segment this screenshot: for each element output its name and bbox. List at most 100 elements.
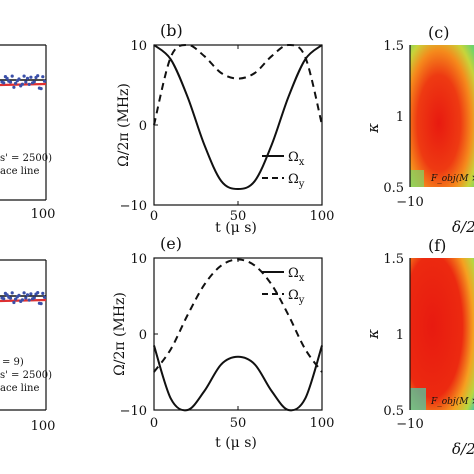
panel-f-corner-glow <box>410 388 426 410</box>
panel-b-ytick-10: 10 <box>130 39 147 54</box>
panel-d-data-point <box>22 291 26 295</box>
panel-b-xtick-0: 0 <box>150 209 158 224</box>
panel-f-xtick-minus10: −10 <box>396 417 423 432</box>
panel-a-data-point <box>41 75 45 79</box>
panel-f: (f) 1.5 1 0.5 κ −10 δ/2 F_obj(M × <box>364 236 474 458</box>
panel-d-legend-line2: s' = 2500) <box>0 370 52 381</box>
panel-e-ytick-minus10: −10 <box>120 404 147 419</box>
panel-c-label: (c) <box>428 23 449 42</box>
panel-e-legend-omega-x: Ωx <box>288 266 305 284</box>
panel-a-data-point <box>24 80 28 84</box>
panel-b-legend-omega-y: Ωy <box>288 172 305 190</box>
panel-c-annotation: F_obj(M × <box>430 173 474 184</box>
panel-b-ytick-0: 0 <box>139 119 147 134</box>
panel-e-xtick-0: 0 <box>150 416 158 431</box>
panel-f-label: (f) <box>428 236 446 255</box>
panel-a-scatter <box>0 74 47 91</box>
panel-d-data-point <box>5 293 9 297</box>
panel-d-data-point <box>2 297 6 301</box>
panel-a-xtick-100: 100 <box>31 207 56 222</box>
panel-b-series-omega-x <box>153 44 323 191</box>
panel-b-series-omega-y <box>153 43 323 126</box>
panel-a-data-point <box>8 80 13 84</box>
panel-c-heatmap <box>410 45 474 187</box>
panel-c-xtick-minus10: −10 <box>396 195 423 210</box>
panel-b-xtick-100: 100 <box>310 209 335 224</box>
panel-b-xtick-50: 50 <box>230 209 247 224</box>
panel-a-data-point <box>12 85 16 89</box>
panel-b-ylabel: Ω/2π (MHz) <box>116 83 132 167</box>
panel-d-data-point <box>41 291 45 295</box>
panel-f-xlabel: δ/2 <box>452 440 474 458</box>
panel-a-legend-line1: s' = 2500) <box>0 153 52 164</box>
panel-e-xtick-50: 50 <box>230 416 247 431</box>
panel-a-data-point <box>36 74 40 78</box>
panel-d-data-point <box>17 293 21 297</box>
panel-b: (b) t (μ s) Ω/2π (MHz) 0 50 100 10 0 −10… <box>116 21 334 236</box>
panel-f-ytick-1.5: 1.5 <box>383 252 404 267</box>
panel-d-data-point <box>12 300 16 305</box>
panel-a-data-point <box>22 74 26 78</box>
panel-d-data-point <box>39 302 43 306</box>
panel-d-data-point <box>10 291 14 295</box>
panel-a-data-point <box>10 74 14 78</box>
panel-c-ylabel: κ <box>364 123 382 134</box>
panel-a-partial: s' = 2500) ace line 100 <box>0 44 56 222</box>
panel-c-corner-glow <box>410 170 424 187</box>
panel-e-series-omega-x <box>153 345 323 412</box>
panel-d-legend-line1: = 9) <box>2 357 24 368</box>
panel-c: (c) 1.5 1 0.5 κ −10 δ/2 F_obj(M × <box>364 23 474 236</box>
panel-d-data-point <box>24 296 28 300</box>
panel-e-legend: Ωx Ωy <box>262 266 305 306</box>
panel-d-data-point <box>29 292 33 296</box>
panel-a-data-point <box>39 87 43 91</box>
panel-d-legend-line3: ace line <box>0 383 39 394</box>
panel-e-series-omega-y <box>153 258 323 373</box>
panel-a-data-point <box>2 81 6 85</box>
panel-d-xtick-100: 100 <box>31 419 56 434</box>
panel-a-data-point <box>17 77 21 81</box>
panel-f-ytick-0.5: 0.5 <box>383 404 404 419</box>
panel-a-legend-line2: ace line <box>0 166 39 177</box>
panel-a-data-point <box>29 75 33 79</box>
panel-e-legend-omega-y: Ωy <box>288 288 305 306</box>
panel-e-xlabel: t (μ s) <box>215 435 257 451</box>
panel-c-xlabel: δ/2 <box>452 218 474 236</box>
panel-f-ytick-1: 1 <box>396 328 404 343</box>
panel-a-data-point <box>25 76 30 80</box>
panel-f-annotation: F_obj(M × <box>430 396 474 407</box>
panel-e-ytick-10: 10 <box>130 252 147 267</box>
panel-b-partial: = 9) s' = 2500) ace line 100 <box>0 259 56 434</box>
panel-a-data-point <box>5 76 9 80</box>
panel-e-plot <box>153 257 323 412</box>
panel-e-xtick-100: 100 <box>310 416 335 431</box>
panel-b-legend: Ωx Ωy <box>262 150 305 190</box>
panel-d-data-point <box>32 296 36 300</box>
panel-a-data-point <box>20 82 24 86</box>
panel-e-ylabel: Ω/2π (MHz) <box>112 292 128 376</box>
panel-f-ylabel: κ <box>364 329 382 340</box>
panel-d-data-point <box>25 293 30 297</box>
panel-e-ytick-0: 0 <box>139 328 147 343</box>
panel-d-data-point <box>20 298 24 302</box>
panel-d-data-point <box>14 297 18 301</box>
panel-d-data-point <box>27 298 31 302</box>
panel-d-data-point <box>8 296 13 300</box>
panel-d-data-point <box>36 291 40 295</box>
panel-e: (e) t (μ s) Ω/2π (MHz) 0 50 100 10 0 −10… <box>112 234 334 451</box>
panel-f-heatmap <box>410 258 474 410</box>
panel-a-data-point <box>32 80 36 84</box>
panel-c-ytick-1: 1 <box>396 110 404 125</box>
panel-b-label: (b) <box>160 21 183 40</box>
panel-b-plot <box>153 43 323 206</box>
panel-e-label: (e) <box>160 234 182 253</box>
panel-b-xlabel: t (μ s) <box>215 220 257 236</box>
panel-c-ytick-0.5: 0.5 <box>383 181 404 196</box>
panel-c-ytick-1.5: 1.5 <box>383 39 404 54</box>
panel-b-ytick-minus10: −10 <box>120 199 147 214</box>
panel-b-legend-omega-x: Ωx <box>288 150 305 168</box>
panel-a-data-point <box>14 81 18 85</box>
panel-d-data-point <box>42 295 47 299</box>
panel-d-scatter <box>0 291 47 306</box>
